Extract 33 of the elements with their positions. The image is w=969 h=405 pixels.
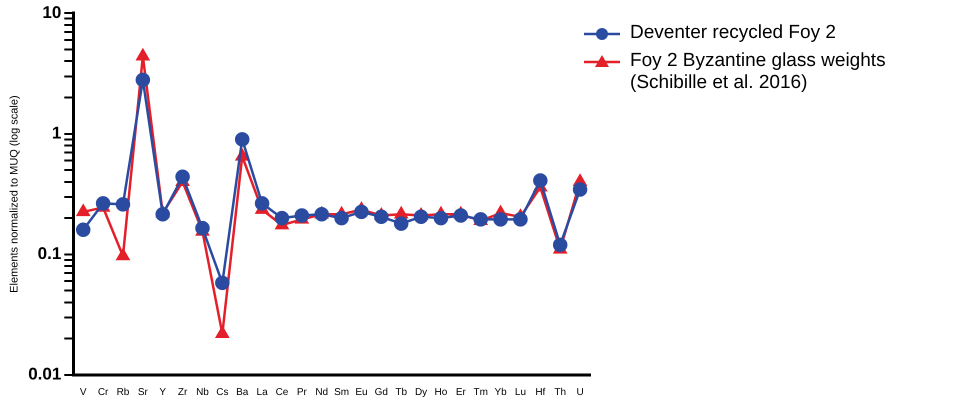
x-tick-label: Ce [276, 386, 289, 398]
x-tick-label: Ho [434, 386, 448, 398]
x-tick-label: Cs [216, 386, 228, 398]
x-tick-label: Ba [236, 386, 249, 398]
x-tick-label: Cr [98, 386, 110, 398]
x-tick-label: Th [554, 386, 566, 398]
y-tick-label: 0.01 [28, 364, 62, 384]
y-tick-label: 10 [42, 2, 62, 22]
legend-label: Deventer recycled Foy 2 [630, 22, 836, 44]
x-tick-label: La [256, 386, 268, 398]
x-tick-label: Tb [395, 386, 408, 398]
x-tick-label: Rb [116, 386, 130, 398]
x-tick-label: Nb [196, 386, 210, 398]
x-tick-label: Dy [414, 386, 428, 398]
x-tick-label: Yb [494, 386, 508, 398]
x-tick-label: Eu [355, 386, 368, 398]
y-tick-label: 0.1 [38, 244, 62, 264]
x-tick-label: Y [159, 386, 166, 398]
x-tick-label: Sr [138, 386, 149, 398]
x-tick-label: Hf [535, 386, 546, 398]
x-tick-label: Gd [374, 386, 388, 398]
y-axis-title: Elements normalized to MUQ (log scale) [8, 95, 21, 293]
x-tick-label: Er [456, 386, 466, 398]
x-tick-label: Pr [296, 386, 308, 398]
x-tick-label: Lu [514, 386, 526, 398]
y-tick-label: 1 [52, 123, 62, 142]
x-tick-label: Zr [178, 386, 188, 398]
x-tick-label: Nd [315, 386, 328, 398]
x-tick-label: U [576, 386, 584, 398]
x-tick-label: V [80, 386, 87, 398]
legend-label: Foy 2 Byzantine glass weights (Schibille et al. 2016) [630, 50, 887, 94]
x-tick-label: Sm [334, 386, 350, 398]
x-tick-label: Tm [473, 386, 488, 398]
